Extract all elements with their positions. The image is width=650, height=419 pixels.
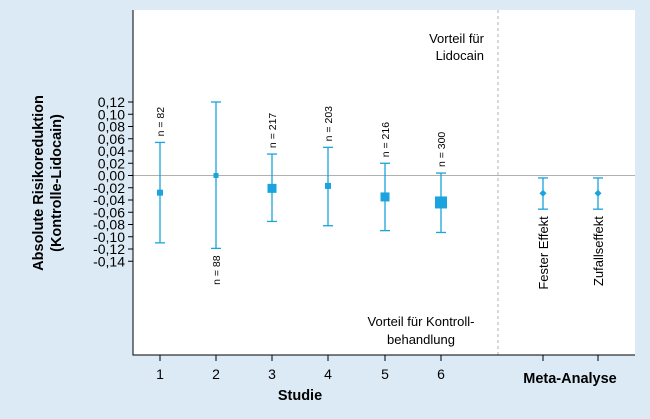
y-tick-label: -0,06: [93, 204, 125, 220]
study-1-n-label: n = 82: [155, 107, 167, 137]
study-1-point: [157, 189, 163, 196]
x-axis-title: Studie: [278, 388, 322, 404]
x-tick-label: 1: [156, 366, 164, 382]
study-6-point: [435, 196, 447, 209]
meta-fixed-label: Fester Effekt: [536, 216, 551, 290]
study-2-point: [213, 173, 219, 178]
study-6-n-label: n = 300: [436, 132, 448, 167]
y-axis-ticks: 0,120,100,080,060,040,020,00-0,02-0,04-0…: [93, 94, 133, 269]
x-tick-label: 2: [212, 366, 220, 382]
chart-marks: n = 82 n = 88 n = 217 n = 203 n = 216 n = 300…: [155, 101, 606, 290]
x-tick-label: 5: [381, 366, 389, 382]
y-tick-label: -0,14: [93, 253, 125, 269]
y-tick-label: 0,06: [98, 131, 125, 147]
meta-fixed-point: [539, 189, 547, 197]
meta-analysis-group-label: Meta-Analyse: [523, 371, 616, 387]
y-axis-title-line-1: Absolute Risikoreduktion: [31, 95, 47, 271]
y-tick-label: -0,10: [93, 229, 125, 245]
x-tick-label: 6: [437, 366, 445, 382]
meta-random-point: [594, 189, 602, 197]
y-tick-label: 0,08: [98, 119, 125, 135]
y-tick-label: 0,12: [98, 94, 125, 110]
annotation-bottom-line-2: behandlung: [387, 332, 455, 347]
annotation-top-line-2: Lidocain: [436, 48, 484, 63]
study-3-n-label: n = 217: [267, 113, 279, 148]
study-5-point: [380, 192, 390, 202]
plot-area: [133, 10, 635, 355]
x-axis-ticks: 1 2 3 4 5 6: [156, 355, 599, 382]
study-2-n-label: n = 88: [211, 255, 223, 285]
study-5-n-label: n = 216: [380, 122, 392, 157]
annotation-top-line-1: Vorteil für: [429, 31, 485, 46]
study-4-n-label: n = 203: [323, 106, 335, 141]
y-tick-label: 0,10: [98, 106, 125, 122]
y-tick-label: -0,04: [93, 192, 125, 208]
study-4-point: [325, 182, 331, 189]
x-tick-label: 3: [268, 366, 276, 382]
y-tick-label: 0,00: [98, 168, 125, 184]
study-3-point: [267, 183, 277, 193]
annotation-bottom-line-1: Vorteil für Kontroll-: [368, 314, 475, 329]
y-tick-label: -0,08: [93, 217, 125, 233]
y-tick-label: 0,04: [98, 143, 125, 159]
y-tick-label: -0,02: [93, 180, 125, 196]
meta-random-label: Zufallseffekt: [591, 216, 606, 286]
y-tick-label: 0,02: [98, 155, 125, 171]
x-tick-label: 4: [324, 366, 332, 382]
y-tick-label: -0,12: [93, 241, 125, 257]
y-axis-title-line-2: (Kontrolle-Lidocain): [49, 114, 65, 252]
